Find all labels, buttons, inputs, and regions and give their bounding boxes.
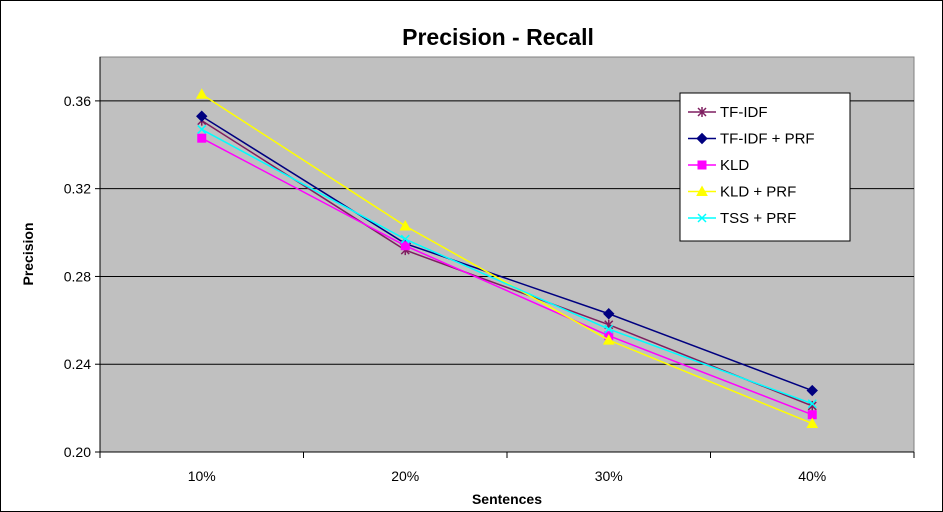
marker-stroke <box>604 324 614 334</box>
marker-shape <box>196 110 208 122</box>
y-tick-label: 0.36 <box>64 93 91 109</box>
legend-marker <box>696 132 708 145</box>
marker-shape <box>195 88 208 99</box>
data-point <box>807 399 817 409</box>
marker-shape <box>696 132 708 145</box>
series-line <box>201 128 813 405</box>
data-point <box>197 133 207 143</box>
x-tick-label: 30% <box>595 468 623 484</box>
marker-stroke <box>197 124 207 134</box>
marker-shape <box>399 219 412 231</box>
data-point <box>400 234 410 244</box>
marker-stroke <box>807 399 817 409</box>
chart-title: Precision - Recall <box>402 24 594 50</box>
data-point <box>400 241 410 251</box>
legend: TF-IDF TF-IDF + PRF KLD KLD + PRF TSS + PRF <box>679 92 851 242</box>
data-point <box>399 219 412 231</box>
series-line <box>201 115 813 392</box>
data-point <box>195 88 208 99</box>
legend-marker <box>697 107 707 117</box>
grid-layer <box>100 100 914 365</box>
data-point <box>197 124 207 134</box>
y-tick-label: 0.28 <box>64 268 91 284</box>
marker-shape <box>697 160 707 170</box>
data-point <box>602 334 615 345</box>
data-point <box>196 110 208 122</box>
legend-marker <box>697 160 707 170</box>
y-axis-title: Precision <box>20 222 36 285</box>
series-line <box>201 120 813 407</box>
y-tick-label: 0.20 <box>64 444 91 460</box>
legend-marker <box>697 213 707 223</box>
marker-shape <box>602 334 615 345</box>
y-tick-label: 0.32 <box>64 181 91 197</box>
marker-stroke <box>400 234 410 244</box>
marker-stroke <box>697 213 707 223</box>
marker-shape <box>197 133 207 143</box>
legend-label: TF-IDF <box>720 104 767 121</box>
legend-box <box>679 92 851 242</box>
series-layer <box>195 88 819 428</box>
legend-label: KLD <box>720 157 749 174</box>
series-line <box>201 93 813 425</box>
marker-shape <box>400 241 410 251</box>
marker-shape <box>806 384 818 397</box>
legend-label: TSS + PRF <box>720 210 796 227</box>
marker-shape <box>696 185 708 196</box>
legend-marker <box>696 185 708 196</box>
marker-shape <box>806 417 819 428</box>
data-point <box>604 324 614 334</box>
y-tick-label: 0.24 <box>64 356 91 372</box>
data-point <box>806 384 818 397</box>
data-point <box>806 417 819 428</box>
axis-layer: 0.20 0.24 0.28 0.32 0.36 10% 20% 30% 40% <box>64 57 915 484</box>
x-tick-label: 10% <box>188 468 216 484</box>
marker-shape <box>603 308 615 320</box>
legend-label: TF-IDF + PRF <box>720 131 815 148</box>
x-axis-title: Sentences <box>472 491 542 507</box>
x-tick-label: 40% <box>798 468 826 484</box>
legend-label: KLD + PRF <box>720 184 796 201</box>
series-line <box>201 137 813 416</box>
data-point <box>603 308 615 320</box>
x-tick-label: 20% <box>391 468 419 484</box>
